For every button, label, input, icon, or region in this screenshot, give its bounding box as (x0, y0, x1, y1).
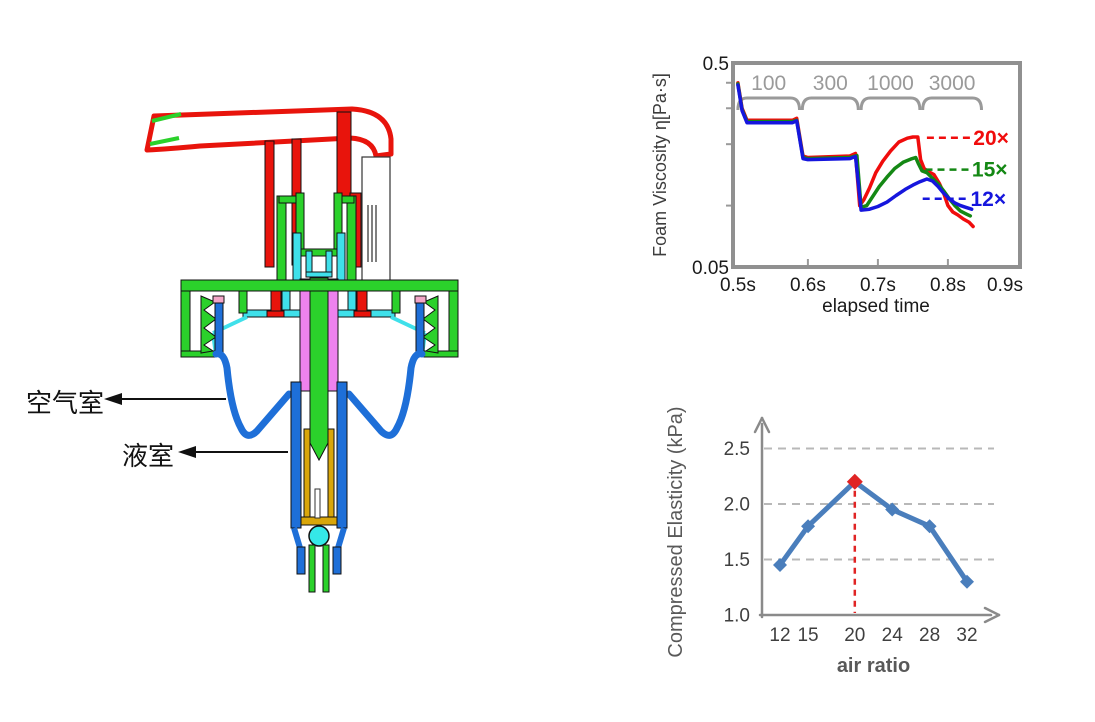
data-point (773, 558, 787, 573)
air-chamber-wall (212, 350, 426, 439)
air-chamber-arrowhead (104, 393, 122, 405)
y-axis-title: Compressed Elasticity (kPa) (665, 406, 687, 657)
x-tick-label: 28 (919, 625, 940, 646)
y-axis-arrowhead (760, 416, 771, 434)
liquid-chamber-arrowhead (178, 446, 196, 458)
y-tick-label: 2.5 (724, 439, 750, 460)
legend-label: 12× (971, 188, 1007, 211)
stem-bar-left (264, 140, 275, 268)
shear-rate-bracket (800, 96, 860, 111)
legend-label: 20× (973, 127, 1009, 150)
y-axis-title: Foam Viscosity η[Pa·s] (650, 73, 670, 257)
gasket-pink-right (414, 295, 427, 304)
x-tick-label: 24 (882, 625, 904, 646)
actuator-lever (144, 106, 394, 159)
pump-inner-valve-assembly (211, 232, 427, 462)
stem-bar-wide (336, 111, 352, 197)
shear-rate-bracket (736, 96, 801, 111)
y-tick-label: 2.0 (724, 495, 750, 516)
x-axis-title: air ratio (837, 655, 910, 677)
y-tick-label: 0.5 (703, 54, 729, 75)
nozzle-green-stripe-top (151, 112, 182, 123)
spring-hatch (367, 205, 377, 262)
dip-tube (308, 544, 330, 593)
shear-rate-bracket (921, 96, 983, 111)
pump-screw-cap (180, 279, 459, 358)
shear-rate-label: 3000 (929, 72, 976, 95)
x-tick-label: 32 (956, 625, 977, 646)
valve-pin (314, 488, 321, 519)
lower-sleeve-right (332, 546, 342, 575)
gold-piston-sleeve (300, 428, 338, 526)
shear-rate-label: 1000 (867, 72, 914, 95)
y-tick-label: 0.05 (692, 258, 729, 279)
data-point (885, 502, 900, 517)
cap-liner-left (214, 302, 224, 354)
data-point (960, 574, 974, 589)
x-tick-label: 12 (769, 625, 790, 646)
compressed-elasticity-chart: 12 15 20 24 28 32 1.0 1.5 2.0 2.5 air ratio Compres… (650, 380, 1095, 715)
x-axis-arrowhead (983, 613, 1001, 624)
valve-ball (308, 525, 330, 547)
x-tick-label: 0.9s (987, 275, 1023, 296)
x-tick-label: 0.5s (720, 275, 756, 296)
shear-rate-label: 100 (751, 72, 786, 95)
green-center-rod (309, 277, 329, 462)
x-axis-arrowhead (983, 606, 1001, 617)
series-line-12× (736, 83, 974, 212)
ball-housing (291, 527, 347, 549)
x-tick-label: 15 (797, 625, 818, 646)
legend-label: 15× (972, 159, 1008, 182)
data-point-peak (846, 473, 863, 490)
data-point (801, 519, 816, 534)
cap-liner-right (415, 302, 425, 354)
liquid-chamber-tube (290, 381, 348, 575)
x-tick-label: 0.8s (930, 275, 966, 296)
x-axis-title: elapsed time (822, 296, 930, 317)
liquid-chamber-label: 液室 (122, 442, 174, 471)
pump-annotations: 空气室 液室 (26, 389, 288, 471)
x-tick-label: 0.6s (790, 275, 826, 296)
foam-viscosity-chart: 100 300 1000 3000 20× 15× 12× 0.5 0.05 0.5s 0.6s 0.… (650, 40, 1095, 340)
y-tick-label: 1.0 (724, 606, 750, 627)
thread-right (422, 295, 439, 354)
x-tick-label: 0.7s (860, 275, 896, 296)
shear-rate-label: 300 (813, 72, 848, 95)
x-tick-label: 20 (844, 625, 865, 646)
nozzle-green-stripe-bottom (149, 136, 180, 146)
plot-frame (731, 61, 1022, 269)
thread-left (200, 295, 217, 354)
series-line-15× (736, 82, 973, 218)
elasticity-line (777, 479, 970, 585)
y-tick-label: 1.5 (724, 550, 750, 571)
lower-sleeve-left (296, 546, 306, 575)
y-axis-arrowhead (753, 416, 764, 434)
air-chamber-label: 空气室 (26, 389, 104, 418)
pump-cross-section-diagram: 空气室 液室 (26, 106, 459, 593)
data-point (922, 519, 937, 534)
shear-rate-bracket (859, 96, 922, 111)
gasket-pink-left (212, 295, 225, 304)
